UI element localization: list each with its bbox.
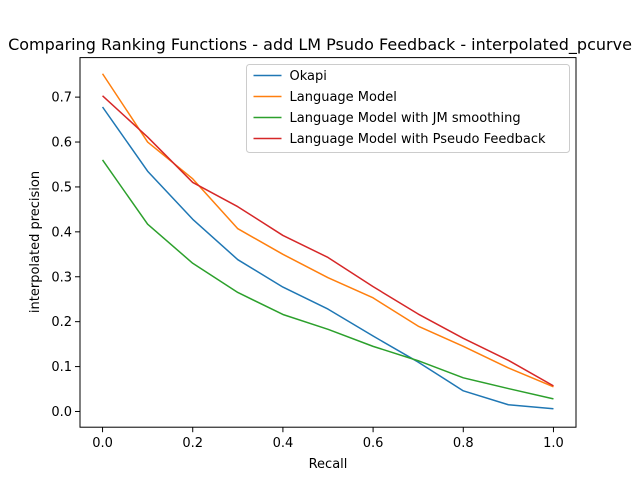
y-tick-label: 0.1: [51, 360, 72, 375]
x-axis-title: Recall: [309, 457, 348, 472]
series-0: [101, 106, 554, 410]
x-tick-label: 0.2: [182, 436, 203, 451]
x-tick-label: 1.0: [543, 436, 564, 451]
x-tick-label: 0.0: [92, 436, 113, 451]
y-tick-label: 0.6: [51, 136, 72, 151]
y-tick-label: 0.5: [51, 180, 72, 195]
legend-label: Language Model with JM smoothing: [290, 111, 521, 126]
x-tick-label: 0.8: [453, 436, 474, 451]
legend-label: Okapi: [290, 69, 327, 84]
y-tick-label: 0.3: [51, 270, 72, 285]
legend-label: Language Model: [290, 90, 397, 105]
legend-item: Okapi: [253, 69, 327, 84]
legend: Okapi Language Model Language Model with J…: [246, 64, 570, 153]
y-axis: 0.0 0.1 0.2 0.3 0.4 0.5 0.6 0.7: [51, 91, 80, 420]
chart-title: Comparing Ranking Functions - add LM Psu…: [8, 35, 632, 55]
y-tick-label: 0.2: [51, 315, 72, 330]
legend-label: Language Model with Pseudo Feedback: [290, 132, 547, 147]
legend-box: [246, 64, 570, 153]
legend-item: Language Model with Pseudo Feedback: [253, 132, 547, 147]
plot-frame: [79, 57, 577, 428]
y-tick-label: 0.0: [51, 405, 72, 420]
plot-area: [101, 73, 554, 410]
legend-item: Language Model with JM smoothing: [253, 111, 521, 126]
x-axis: 0.0 0.2 0.4 0.6 0.8 1.0: [92, 427, 564, 451]
y-axis-title: interpolated precision: [28, 171, 43, 313]
x-tick-label: 0.6: [363, 436, 384, 451]
series-2: [101, 159, 554, 400]
legend-item: Language Model: [253, 90, 397, 105]
y-tick-label: 0.7: [51, 91, 72, 106]
x-tick-label: 0.4: [273, 436, 294, 451]
series-3: [102, 95, 554, 387]
y-tick-label: 0.4: [51, 225, 72, 240]
